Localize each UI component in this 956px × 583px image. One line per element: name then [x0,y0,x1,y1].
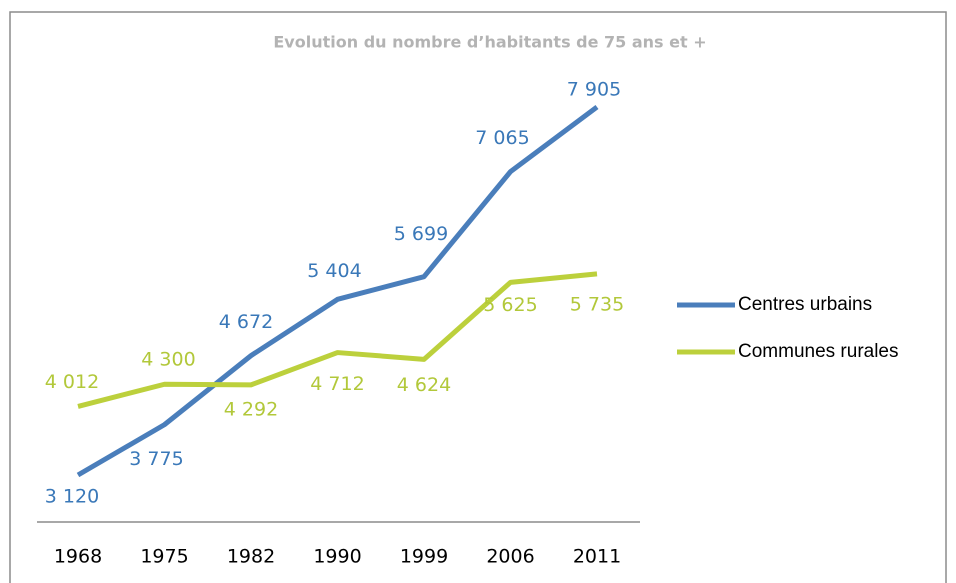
data-label: 4 672 [219,311,273,333]
x-tick-label: 2011 [573,546,621,568]
series-line [77,271,598,409]
data-label: 3 775 [129,448,183,470]
data-label: 4 624 [397,374,451,396]
data-label: 4 712 [310,373,364,395]
data-label: 5 625 [483,294,537,316]
data-label: 7 905 [567,79,621,101]
data-label: 4 012 [45,371,99,393]
series-line [76,104,599,478]
x-tick-label: 1982 [227,546,275,568]
x-tick-label: 1999 [400,546,448,568]
x-tick-label: 1990 [313,546,361,568]
x-tick-label: 2006 [486,546,534,568]
chart-title: Evolution du nombre d’habitants de 75 an… [273,33,706,52]
data-label: 7 065 [475,127,529,149]
data-label: 3 120 [45,486,99,508]
chart-frame [9,11,947,583]
legend-label: Centres urbains [738,294,872,315]
x-tick-label: 1975 [140,546,188,568]
legend-label: Communes rurales [738,341,899,362]
data-label: 4 292 [224,398,278,420]
x-tick-label: 1968 [54,546,102,568]
data-label: 5 404 [307,260,361,282]
data-label: 5 735 [570,293,624,315]
data-label: 5 699 [394,223,448,245]
data-label: 4 300 [141,349,195,371]
